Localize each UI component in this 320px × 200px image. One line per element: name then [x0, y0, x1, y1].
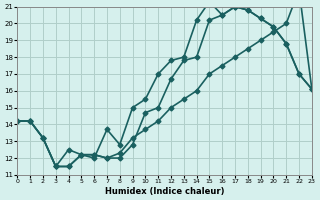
X-axis label: Humidex (Indice chaleur): Humidex (Indice chaleur): [105, 187, 224, 196]
